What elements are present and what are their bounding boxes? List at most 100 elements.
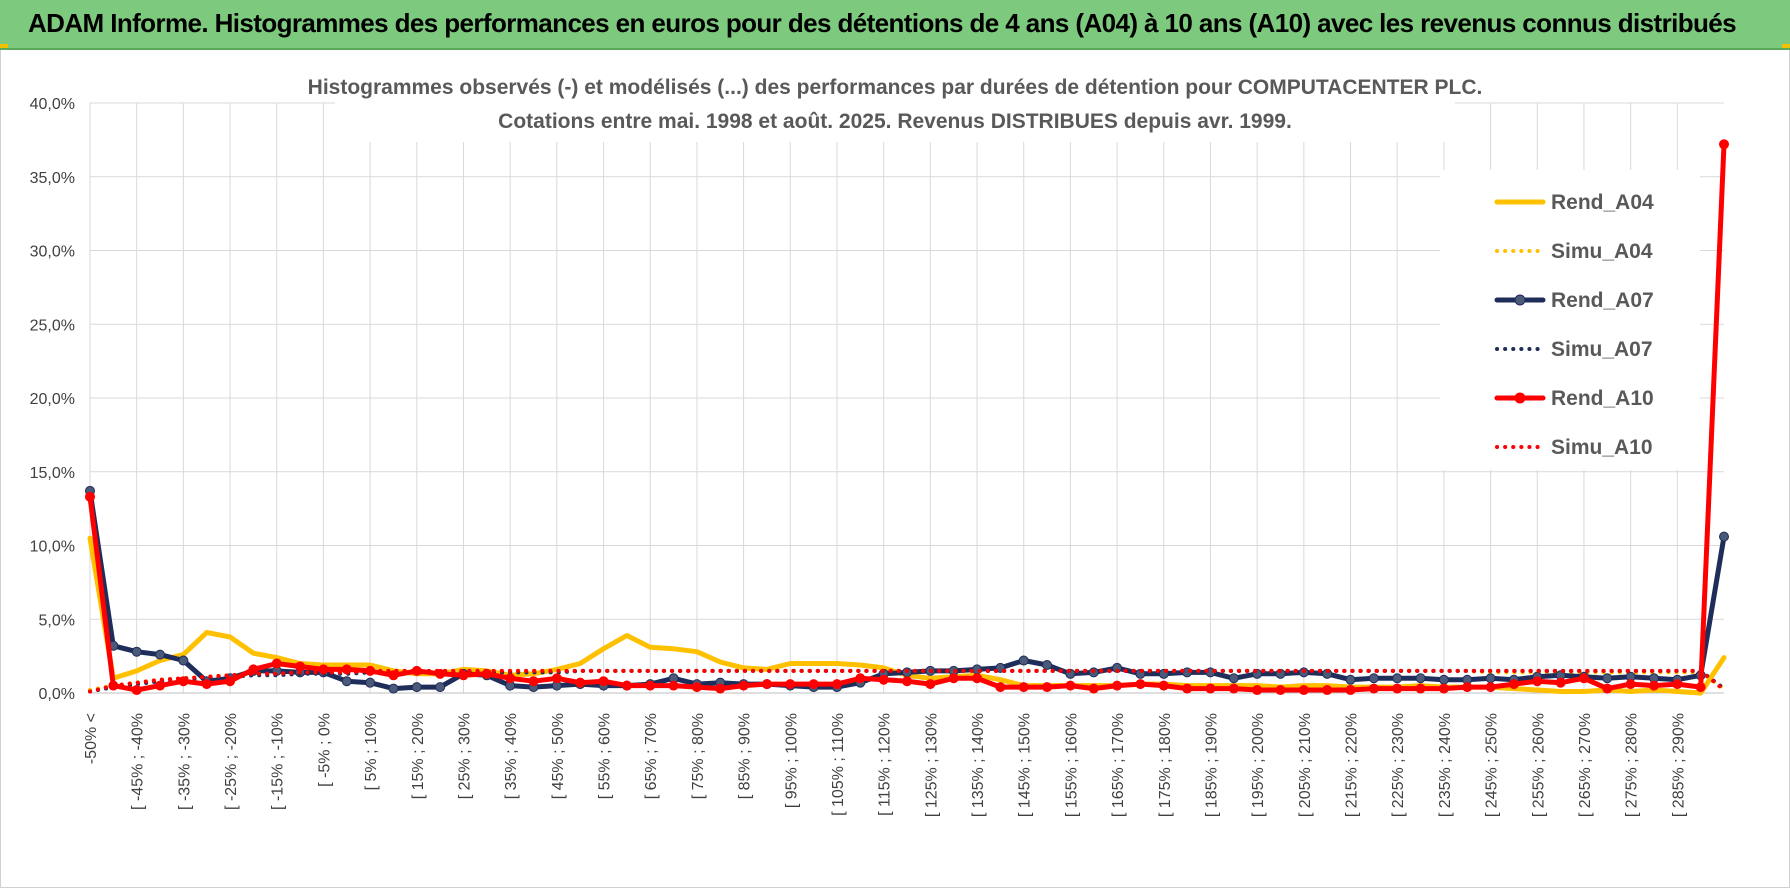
data-point — [1018, 655, 1029, 666]
data-point — [528, 676, 539, 687]
data-point — [1438, 674, 1449, 685]
x-tick-label: [ 285% ; 290% — [1670, 713, 1687, 817]
data-point — [645, 680, 656, 691]
x-tick-label: [ 135% ; 140% — [970, 713, 987, 817]
data-point — [1322, 685, 1333, 696]
y-tick-label: 20,0% — [30, 391, 75, 408]
data-point — [1135, 679, 1146, 690]
data-point — [1018, 682, 1029, 693]
data-point — [1042, 682, 1053, 693]
data-point — [1602, 673, 1613, 684]
data-point — [85, 491, 95, 502]
data-point — [1602, 683, 1613, 694]
x-tick-label: [ -35% ; -30% — [176, 713, 193, 810]
series-line-simu-a10 — [88, 668, 1726, 694]
series-line-rend-a07 — [87, 488, 1727, 692]
data-point — [1485, 673, 1496, 684]
data-point — [808, 679, 819, 690]
x-tick-label: [ 105% ; 110% — [830, 713, 847, 816]
data-point — [131, 685, 142, 696]
data-point — [1088, 683, 1099, 694]
gridlines — [89, 102, 1724, 694]
data-point — [1252, 685, 1263, 696]
banner-title: ADAM Informe. Histogrammes des performan… — [28, 8, 1737, 38]
data-point — [1648, 680, 1659, 691]
data-point — [551, 673, 562, 684]
y-tick-label: 25,0% — [30, 317, 75, 334]
x-tick-label: [ 255% ; 260% — [1530, 713, 1547, 817]
y-tick-label: 10,0% — [30, 539, 75, 556]
x-tick-label: [ 215% ; 220% — [1344, 713, 1361, 817]
x-tick-label: [ 85% ; 90% — [737, 713, 754, 799]
chart-title-line-1: Histogrammes observés (-) et modélisés (… — [308, 76, 1483, 99]
x-tick-label: [ 25% ; 30% — [456, 713, 473, 799]
legend-label: Simu_A07 — [1551, 338, 1653, 361]
data-point — [1065, 680, 1076, 691]
data-point — [388, 670, 399, 681]
data-point — [972, 673, 983, 684]
x-tick-label: [ 265% ; 270% — [1577, 713, 1594, 817]
data-point — [1368, 683, 1379, 694]
data-point — [248, 664, 259, 675]
x-tick-label: [ 175% ; 180% — [1157, 713, 1174, 817]
x-tick-label: [ 55% ; 60% — [597, 713, 614, 799]
x-tick-label: [ 195% ; 200% — [1250, 713, 1267, 817]
data-point — [715, 683, 726, 694]
data-point — [201, 679, 212, 690]
x-tick-label: [ 115% ; 120% — [877, 713, 894, 816]
x-tick-label: [ 165% ; 170% — [1110, 713, 1127, 817]
data-point — [1345, 674, 1356, 685]
data-point — [575, 677, 586, 688]
y-tick-label: 40,0% — [30, 96, 75, 113]
data-point — [1228, 673, 1239, 684]
data-point — [178, 655, 189, 666]
data-point — [341, 676, 352, 687]
data-point — [1182, 683, 1193, 694]
data-point — [691, 682, 702, 693]
x-tick-label: [ 75% ; 80% — [690, 713, 707, 799]
legend-marker — [1514, 392, 1526, 404]
series-layer — [85, 139, 1729, 696]
data-point — [131, 646, 142, 657]
x-tick-label: [ 245% ; 250% — [1484, 713, 1501, 817]
data-point — [1508, 679, 1519, 690]
data-point — [271, 658, 282, 669]
legend-label: Rend_A10 — [1551, 387, 1654, 410]
data-point — [855, 673, 866, 684]
x-tick-label: [ 5% ; 10% — [363, 713, 380, 790]
data-point — [761, 679, 772, 690]
data-point — [925, 679, 936, 690]
data-point — [948, 673, 959, 684]
data-point — [1042, 659, 1053, 670]
data-point — [1532, 676, 1543, 687]
data-point — [1112, 680, 1123, 691]
y-tick-label: 0,0% — [39, 686, 75, 703]
x-tick-label: [ 125% ; 130% — [923, 713, 940, 817]
data-point — [831, 679, 842, 690]
legend-label: Simu_A04 — [1551, 240, 1653, 263]
x-tick-label: [ 155% ; 160% — [1063, 713, 1080, 817]
legend-label: Rend_A04 — [1551, 191, 1654, 214]
legend-label: Rend_A07 — [1551, 289, 1654, 312]
x-tick-label: [ 15% ; 20% — [410, 713, 427, 799]
data-point — [668, 680, 679, 691]
data-point — [1672, 679, 1683, 690]
data-point — [388, 683, 399, 694]
y-tick-label: 30,0% — [30, 244, 75, 261]
data-point — [155, 680, 166, 691]
x-tick-label: [ 45% ; 50% — [550, 713, 567, 799]
data-point — [1695, 682, 1706, 693]
data-point — [1298, 685, 1309, 696]
x-tick-label: -50% < — [83, 713, 100, 764]
y-tick-label: 35,0% — [30, 170, 75, 187]
data-point — [1555, 677, 1566, 688]
data-point — [1368, 673, 1379, 684]
x-tick-label: [ 95% ; 100% — [783, 713, 800, 808]
data-point — [1392, 683, 1403, 694]
data-point — [1228, 683, 1239, 694]
data-point — [458, 670, 469, 681]
x-tick-label: [ -15% ; -10% — [270, 713, 287, 810]
x-tick-label: [ 65% ; 70% — [643, 713, 660, 799]
data-point — [411, 682, 422, 693]
